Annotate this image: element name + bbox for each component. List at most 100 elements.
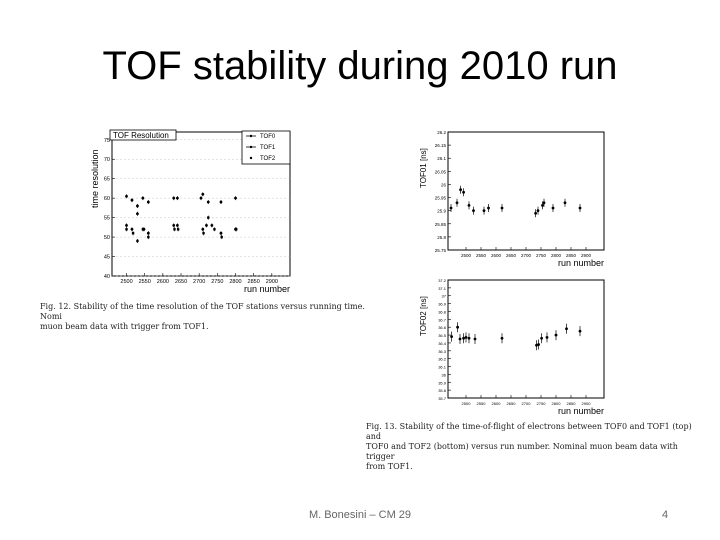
tof-resolution-chart: 2500 2550 2600 2650 2700 2750 2800 2850 2900 40 45… xyxy=(90,129,291,294)
legend: TOF0 TOF1 TOF2 xyxy=(241,130,291,165)
data-point xyxy=(536,209,540,213)
x-tick-label: 2600 xyxy=(492,401,502,406)
x-tick-label: 2700 xyxy=(193,279,205,285)
y-tick-label: 26.05 xyxy=(435,169,447,174)
y-axis-label: TOF02 [ns] xyxy=(419,296,428,336)
data-point xyxy=(235,228,238,231)
data-point xyxy=(175,196,179,200)
data-point xyxy=(219,200,223,204)
data-point xyxy=(458,337,462,341)
data-point xyxy=(130,227,134,231)
y-tick-label: 50 xyxy=(104,235,110,241)
data-point xyxy=(500,336,504,340)
data-point xyxy=(173,228,176,231)
y-tick-label: 36.1 xyxy=(438,365,447,370)
data-point xyxy=(541,204,544,207)
y-tick-label: 25.75 xyxy=(435,248,447,253)
y-axis-label: time resolution xyxy=(90,149,100,208)
data-point xyxy=(202,231,205,235)
x-tick-label: 2600 xyxy=(157,279,169,285)
data-point xyxy=(565,327,568,331)
data-point xyxy=(125,194,128,198)
data-point xyxy=(201,192,205,196)
y-tick-label: 36.6 xyxy=(438,325,447,330)
x-tick-label: 2500 xyxy=(461,253,472,258)
x-tick-label: 2750 xyxy=(536,253,547,258)
x-tick-label: 2650 xyxy=(507,401,517,406)
chart-title: TOF Resolution xyxy=(113,131,169,140)
y-tick-label: 37.1 xyxy=(438,286,447,291)
data-point xyxy=(220,235,223,239)
data-point xyxy=(449,206,453,210)
data-point xyxy=(234,196,237,200)
data-point xyxy=(146,231,150,235)
data-point xyxy=(172,196,176,200)
x-tick-label: 2650 xyxy=(506,253,517,258)
tof01-chart: 2500 2550 2600 2650 2700 2750 2800 2850 2900 25.7… xyxy=(419,130,605,268)
data-point xyxy=(537,343,540,346)
data-point xyxy=(219,231,223,235)
legend-entry: TOF1 xyxy=(260,145,276,151)
data-point xyxy=(534,211,537,215)
data-point xyxy=(535,343,538,347)
caption-line: muon beam data with trigger from TOF1. xyxy=(40,322,209,331)
caption-line: Fig. 13. Stability of the time-of-flight… xyxy=(366,422,692,441)
data-point xyxy=(136,212,139,216)
y-tick-label: 40 xyxy=(104,274,110,280)
y-tick-label: 70 xyxy=(104,157,110,163)
data-point xyxy=(146,200,150,204)
data-point xyxy=(450,335,453,339)
data-point xyxy=(130,198,134,202)
data-point xyxy=(462,336,465,340)
x-tick-label: 2800 xyxy=(229,279,241,285)
y-tick-label: 35.7 xyxy=(438,396,447,401)
x-tick-label: 2850 xyxy=(248,279,260,285)
x-tick-label: 2800 xyxy=(552,401,562,406)
data-point xyxy=(125,228,128,231)
data-point xyxy=(578,206,582,210)
data-point xyxy=(472,209,475,213)
data-point xyxy=(540,336,543,340)
y-axis-label: TOF01 [ns] xyxy=(419,148,428,188)
data-point xyxy=(147,235,150,239)
data-point xyxy=(136,204,139,208)
y-tick-label: 26.15 xyxy=(435,143,447,148)
y-tick-label: 36.2 xyxy=(438,357,447,362)
x-tick-label: 2550 xyxy=(477,401,487,406)
figure-12-caption: Fig. 12. Stability of the time resolutio… xyxy=(40,302,370,332)
page-number: 4 xyxy=(662,509,669,521)
data-point xyxy=(136,239,139,243)
legend-entry: TOF0 xyxy=(260,134,276,140)
data-point xyxy=(563,201,567,205)
plot-frame xyxy=(447,279,605,399)
plot-frame xyxy=(447,131,605,251)
data-point xyxy=(175,224,179,227)
data-point xyxy=(554,333,558,337)
data-point xyxy=(213,228,216,231)
x-tick-label: 2900 xyxy=(266,279,278,285)
y-tick-label: 36 xyxy=(442,372,447,377)
data-point xyxy=(487,206,490,210)
data-point xyxy=(206,200,210,204)
y-tick-label: 65 xyxy=(104,177,110,183)
data-point xyxy=(125,224,128,227)
y-tick-label: 45 xyxy=(104,255,110,261)
data-point xyxy=(482,209,486,213)
x-tick-label: 2650 xyxy=(175,279,187,285)
y-tick-label: 37.2 xyxy=(438,278,447,283)
y-tick-label: 25.85 xyxy=(435,222,447,227)
y-tick-label: 36.4 xyxy=(438,341,447,346)
caption-line: TOF0 and TOF2 (bottom) versus run number… xyxy=(366,442,678,461)
data-point xyxy=(172,224,176,227)
x-tick-label: 2900 xyxy=(582,401,592,406)
x-tick-label: 2900 xyxy=(581,253,592,258)
x-tick-label: 2800 xyxy=(551,253,562,258)
x-axis-label: run number xyxy=(558,406,604,416)
legend-entry: TOF2 xyxy=(260,156,276,162)
x-tick-label: 2550 xyxy=(139,279,151,285)
data-point xyxy=(455,201,459,205)
y-tick-label: 35.9 xyxy=(438,380,447,385)
data-point xyxy=(462,190,465,194)
y-tick-label: 25.9 xyxy=(437,209,446,214)
caption-line: Fig. 12. Stability of the time resolutio… xyxy=(40,302,365,321)
